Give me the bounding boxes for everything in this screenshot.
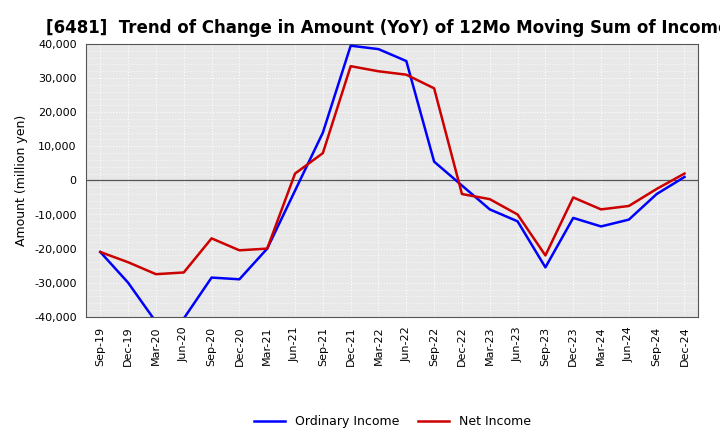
- Net Income: [374, 69, 383, 74]
- Ordinary Income: [597, 224, 606, 229]
- Net Income: [124, 260, 132, 265]
- Ordinary Income: [318, 130, 327, 136]
- Net Income: [96, 249, 104, 255]
- Net Income: [430, 86, 438, 91]
- Title: [6481]  Trend of Change in Amount (YoY) of 12Mo Moving Sum of Incomes: [6481] Trend of Change in Amount (YoY) o…: [46, 19, 720, 37]
- Net Income: [402, 72, 410, 77]
- Ordinary Income: [207, 275, 216, 280]
- Ordinary Income: [680, 174, 689, 180]
- Net Income: [513, 212, 522, 217]
- Ordinary Income: [541, 265, 550, 270]
- Net Income: [569, 195, 577, 200]
- Ordinary Income: [458, 183, 467, 188]
- Ordinary Income: [235, 277, 243, 282]
- Ordinary Income: [430, 159, 438, 164]
- Net Income: [263, 246, 271, 251]
- Net Income: [346, 63, 355, 69]
- Ordinary Income: [124, 280, 132, 286]
- Net Income: [235, 248, 243, 253]
- Net Income: [318, 150, 327, 156]
- Net Income: [624, 203, 633, 209]
- Ordinary Income: [346, 43, 355, 48]
- Ordinary Income: [179, 316, 188, 321]
- Net Income: [207, 236, 216, 241]
- Y-axis label: Amount (million yen): Amount (million yen): [16, 115, 29, 246]
- Net Income: [541, 253, 550, 258]
- Ordinary Income: [485, 207, 494, 212]
- Net Income: [680, 171, 689, 176]
- Line: Net Income: Net Income: [100, 66, 685, 274]
- Net Income: [458, 191, 467, 197]
- Line: Ordinary Income: Ordinary Income: [100, 46, 685, 322]
- Net Income: [485, 197, 494, 202]
- Legend: Ordinary Income, Net Income: Ordinary Income, Net Income: [248, 411, 536, 433]
- Ordinary Income: [652, 191, 661, 197]
- Ordinary Income: [96, 249, 104, 255]
- Ordinary Income: [263, 246, 271, 251]
- Net Income: [597, 207, 606, 212]
- Ordinary Income: [513, 219, 522, 224]
- Net Income: [291, 171, 300, 176]
- Net Income: [152, 271, 161, 277]
- Net Income: [652, 186, 661, 191]
- Ordinary Income: [291, 188, 300, 193]
- Ordinary Income: [569, 215, 577, 220]
- Ordinary Income: [152, 319, 161, 325]
- Net Income: [179, 270, 188, 275]
- Ordinary Income: [624, 217, 633, 222]
- Ordinary Income: [402, 59, 410, 64]
- Ordinary Income: [374, 47, 383, 52]
